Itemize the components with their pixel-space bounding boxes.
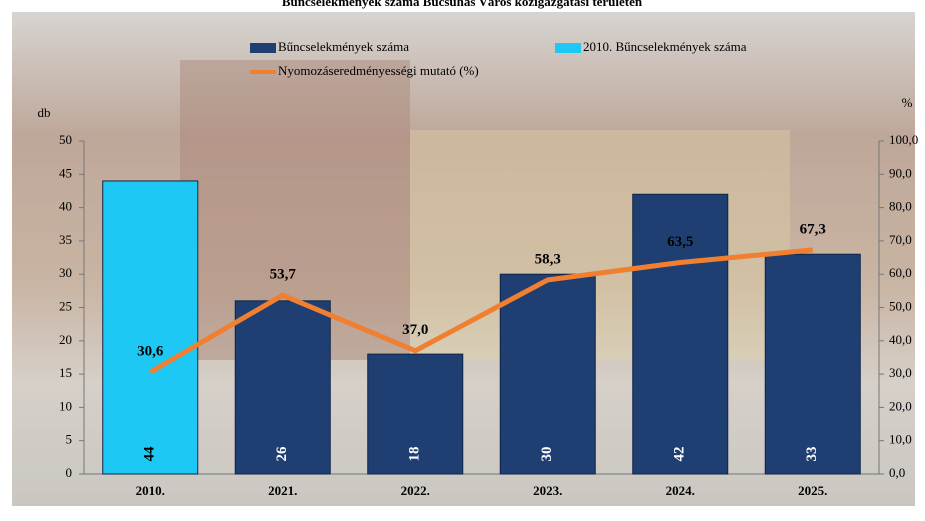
y2-tick-label: 20,0 bbox=[889, 398, 912, 413]
y-axis-label: db bbox=[38, 105, 51, 120]
bar-value-label: 42 bbox=[672, 447, 688, 462]
x-tick-label: 2022. bbox=[401, 483, 430, 498]
y2-tick-label: 50,0 bbox=[889, 298, 912, 313]
legend-label: Bűncselekmények száma bbox=[278, 39, 409, 54]
line-value-label: 67,3 bbox=[800, 221, 826, 237]
chart-title: Bűncselekmények száma Bucsuhás Város köz… bbox=[282, 0, 643, 9]
legend-label: Nyomozáseredményességi mutató (%) bbox=[278, 63, 479, 78]
y2-tick-label: 10,0 bbox=[889, 432, 912, 447]
y2-tick-label: 90,0 bbox=[889, 165, 912, 180]
y2-tick-label: 70,0 bbox=[889, 232, 912, 247]
chart: Bűncselekmények száma Bucsuhás Város köz… bbox=[0, 0, 925, 516]
legend-label: 2010. Bűncselekmények száma bbox=[583, 39, 747, 54]
y2-tick-label: 0,0 bbox=[889, 465, 905, 480]
line-value-label: 37,0 bbox=[402, 322, 428, 338]
y2-axis-label: % bbox=[902, 95, 913, 110]
y-tick-label: 10 bbox=[59, 398, 72, 413]
bar-value-label: 44 bbox=[142, 446, 158, 462]
y-tick-label: 25 bbox=[59, 298, 72, 313]
y-tick-label: 30 bbox=[59, 265, 72, 280]
y-tick-label: 35 bbox=[59, 232, 72, 247]
bar bbox=[765, 254, 860, 474]
x-tick-label: 2010. bbox=[136, 483, 165, 498]
line-value-label: 63,5 bbox=[667, 234, 693, 250]
bar-value-label: 18 bbox=[407, 447, 423, 462]
y-tick-label: 5 bbox=[66, 432, 73, 447]
y-tick-label: 50 bbox=[59, 132, 72, 147]
x-tick-label: 2021. bbox=[268, 483, 297, 498]
legend-swatch bbox=[250, 43, 276, 53]
line-value-label: 30,6 bbox=[137, 344, 164, 360]
y-tick-label: 15 bbox=[59, 365, 72, 380]
y-tick-label: 20 bbox=[59, 332, 72, 347]
x-tick-label: 2023. bbox=[533, 483, 562, 498]
bar bbox=[500, 274, 595, 474]
bar-value-label: 26 bbox=[274, 446, 290, 462]
x-tick-label: 2024. bbox=[666, 483, 695, 498]
bar bbox=[103, 181, 198, 474]
y2-tick-label: 60,0 bbox=[889, 265, 912, 280]
y-tick-label: 45 bbox=[59, 165, 72, 180]
legend-swatch bbox=[555, 43, 581, 53]
bar-value-label: 30 bbox=[539, 447, 555, 462]
bar-value-label: 33 bbox=[804, 447, 820, 462]
y-tick-label: 40 bbox=[59, 199, 72, 214]
x-tick-label: 2025. bbox=[798, 483, 827, 498]
y2-tick-label: 80,0 bbox=[889, 199, 912, 214]
y2-tick-label: 40,0 bbox=[889, 332, 912, 347]
line-value-label: 53,7 bbox=[270, 267, 297, 283]
line-value-label: 58,3 bbox=[535, 251, 561, 267]
y-tick-label: 0 bbox=[66, 465, 73, 480]
y2-tick-label: 100,0 bbox=[889, 132, 918, 147]
y2-tick-label: 30,0 bbox=[889, 365, 912, 380]
